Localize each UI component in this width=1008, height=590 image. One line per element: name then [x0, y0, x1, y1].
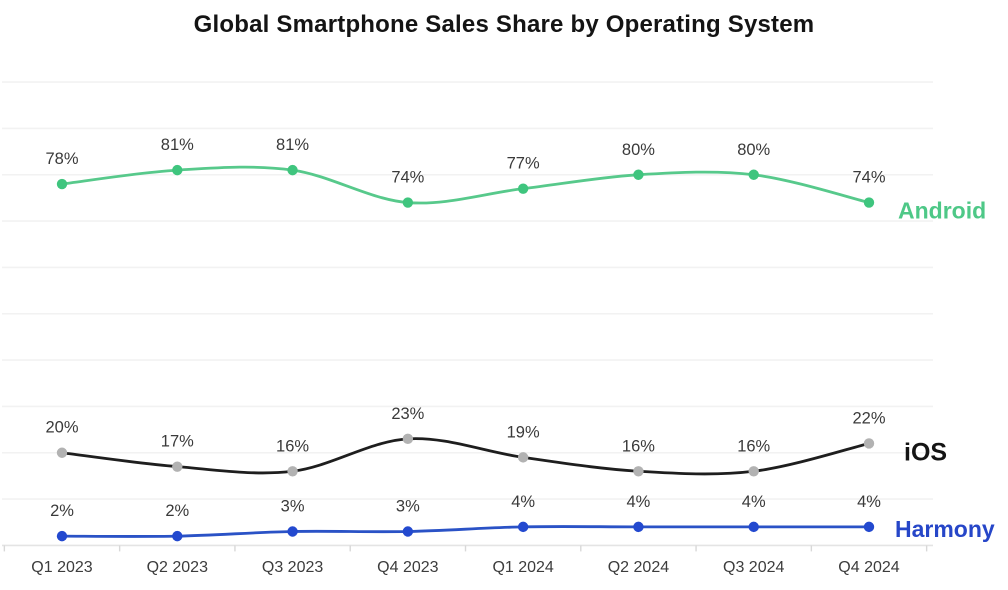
- marker-ios-4: [517, 452, 529, 463]
- data-label-harmony-4: 4%: [511, 493, 535, 511]
- data-label-ios-7: 22%: [852, 409, 885, 427]
- chart-title: Global Smartphone Sales Share by Operati…: [193, 11, 815, 38]
- marker-harmony-1: [172, 530, 183, 542]
- marker-android-7: [863, 197, 875, 208]
- marker-ios-1: [172, 461, 183, 472]
- data-label-ios-5: 16%: [622, 437, 655, 455]
- series-name-label-harmony: Harmony: [895, 516, 995, 542]
- series-line-android: [60, 165, 871, 205]
- marker-ios-6: [748, 466, 759, 477]
- data-label-ios-1: 17%: [161, 433, 194, 451]
- marker-harmony-3: [402, 526, 414, 537]
- marker-harmony-0: [56, 530, 68, 542]
- marker-harmony-5: [633, 521, 644, 533]
- x-axis-label: Q4 2024: [838, 559, 899, 576]
- marker-harmony-7: [863, 521, 875, 533]
- data-label-android-6: 80%: [737, 141, 770, 159]
- marker-ios-5: [633, 466, 644, 477]
- series-name-label-ios: iOS: [904, 438, 947, 466]
- x-axis-label: Q2 2024: [608, 559, 669, 576]
- marker-ios-3: [402, 433, 414, 445]
- data-label-harmony-1: 2%: [165, 502, 189, 520]
- x-axis-label: Q1 2024: [492, 559, 553, 576]
- data-label-harmony-2: 3%: [281, 498, 305, 516]
- data-label-ios-0: 20%: [45, 419, 78, 437]
- data-label-android-4: 77%: [507, 155, 540, 173]
- marker-android-4: [517, 183, 529, 194]
- data-label-harmony-5: 4%: [627, 493, 651, 511]
- data-label-harmony-7: 4%: [857, 493, 881, 511]
- series-line-harmony: [60, 525, 871, 538]
- marker-ios-7: [863, 438, 875, 449]
- series-line-ios: [60, 437, 871, 476]
- marker-android-2: [287, 164, 298, 176]
- data-label-harmony-6: 4%: [742, 493, 766, 511]
- marker-harmony-4: [517, 521, 529, 533]
- marker-android-5: [633, 169, 644, 180]
- marker-android-6: [748, 169, 759, 180]
- marker-harmony-2: [287, 526, 298, 537]
- data-label-ios-6: 16%: [737, 437, 770, 455]
- data-label-ios-3: 23%: [391, 405, 424, 423]
- data-label-android-7: 74%: [852, 169, 885, 187]
- data-label-android-1: 81%: [161, 136, 194, 154]
- data-label-ios-2: 16%: [276, 437, 309, 455]
- marker-ios-2: [287, 466, 298, 477]
- marker-android-0: [56, 178, 68, 190]
- x-axis-label: Q4 2023: [377, 559, 438, 576]
- marker-android-3: [402, 197, 414, 208]
- marker-harmony-6: [748, 521, 759, 533]
- series-name-label-android: Android: [898, 198, 986, 224]
- data-label-android-0: 78%: [45, 150, 78, 168]
- data-label-android-2: 81%: [276, 136, 309, 154]
- data-label-ios-4: 19%: [507, 423, 540, 441]
- x-axis-label: Q1 2023: [31, 559, 92, 576]
- x-axis-label: Q2 2023: [147, 559, 208, 576]
- data-label-harmony-0: 2%: [50, 502, 74, 520]
- x-axis-label: Q3 2024: [723, 559, 784, 576]
- marker-android-1: [172, 164, 183, 176]
- marker-ios-0: [56, 447, 68, 458]
- x-axis-label: Q3 2023: [262, 559, 323, 576]
- data-label-android-5: 80%: [622, 141, 655, 159]
- data-label-android-3: 74%: [391, 169, 424, 187]
- data-label-harmony-3: 3%: [396, 498, 420, 516]
